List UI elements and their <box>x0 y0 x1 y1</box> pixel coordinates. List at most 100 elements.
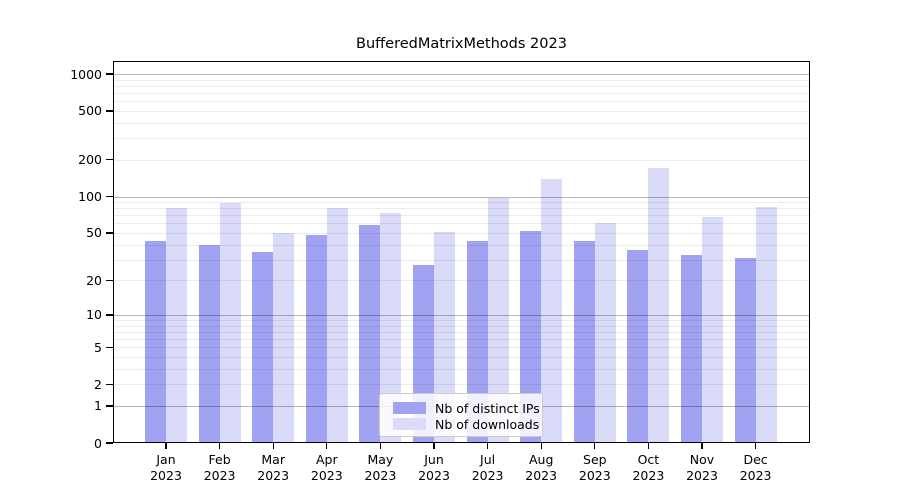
month-label: Jan <box>156 452 176 467</box>
bar-downloads-may <box>380 213 402 443</box>
bar-ips-oct <box>627 250 649 443</box>
bar-ips-mar <box>252 251 274 443</box>
bar-downloads-mar <box>273 232 295 443</box>
bar-ips-dec <box>734 257 756 443</box>
x-axis-tick <box>433 443 435 449</box>
bar-downloads-sep <box>594 223 616 443</box>
y-axis-tick <box>106 159 113 161</box>
year-label: 2023 <box>525 467 558 483</box>
month-label: May <box>367 452 394 467</box>
legend-item-distinct-ips: Nb of distinct IPs <box>393 400 542 416</box>
month-label: Mar <box>261 452 285 467</box>
year-label: 2023 <box>203 467 236 483</box>
x-axis-tick <box>326 443 328 449</box>
minor-gridline <box>114 110 809 112</box>
y-axis-tick <box>106 405 113 407</box>
year-label: 2023 <box>150 467 182 483</box>
x-axis-tick-label: Oct 2023 <box>616 452 680 483</box>
x-axis-tick <box>754 443 757 449</box>
y-axis-tick <box>106 232 113 234</box>
year-label: 2023 <box>310 467 343 483</box>
x-axis-tick <box>379 443 382 449</box>
bar-downloads-aug <box>541 179 563 443</box>
bar-ips-jul <box>466 240 488 443</box>
x-axis-tick <box>486 443 489 449</box>
chart-legend: Nb of distinct IPs Nb of downloads <box>379 393 543 437</box>
y-axis-tick <box>106 383 113 385</box>
y-axis-tick-label: 20 <box>86 272 102 288</box>
minor-gridline <box>114 101 809 103</box>
y-axis-tick-label: 5 <box>94 339 102 355</box>
bar-ips-jan <box>145 240 166 443</box>
y-axis-tick <box>106 195 113 198</box>
y-axis-tick <box>106 442 113 444</box>
x-axis-tick <box>594 443 596 449</box>
bar-downloads-jun <box>434 231 455 443</box>
x-axis-tick <box>272 443 274 449</box>
y-axis-tick-label: 200 <box>78 152 102 168</box>
month-label: Oct <box>637 452 660 467</box>
year-label: 2023 <box>471 467 504 483</box>
major-gridline <box>114 74 809 75</box>
bar-ips-aug <box>520 230 542 443</box>
y-axis-tick-label: 10 <box>86 307 102 323</box>
x-axis-tick <box>165 443 167 449</box>
x-axis-tick <box>701 443 703 449</box>
bar-downloads-oct <box>648 168 670 443</box>
year-label: 2023 <box>364 467 397 483</box>
y-axis-tick-label: 1000 <box>70 66 102 82</box>
year-label: 2023 <box>739 467 772 483</box>
legend-label-downloads: Nb of downloads <box>435 416 540 432</box>
legend-swatch-ips <box>393 402 426 414</box>
x-axis-tick <box>218 443 221 449</box>
month-label: Apr <box>315 452 338 467</box>
y-axis-tick <box>106 346 113 348</box>
bar-downloads-jul <box>487 198 509 443</box>
major-gridline <box>114 196 809 198</box>
minor-gridline <box>114 208 809 210</box>
x-axis-tick-label: May 2023 <box>348 452 412 483</box>
y-axis-tick <box>106 279 113 282</box>
y-axis-tick <box>106 110 113 112</box>
x-axis-tick-label: Dec 2023 <box>724 452 788 483</box>
y-axis-tick <box>106 314 113 316</box>
month-label: Feb <box>208 452 231 467</box>
x-axis-tick-label: Jan 2023 <box>134 452 198 483</box>
month-label: Jun <box>424 452 444 467</box>
x-axis-tick-label: Sep 2023 <box>563 452 627 483</box>
bar-downloads-nov <box>702 216 723 443</box>
minor-gridline <box>114 79 809 81</box>
minor-gridline <box>114 202 809 204</box>
legend-label-ips: Nb of distinct IPs <box>435 400 540 416</box>
minor-gridline <box>114 122 809 124</box>
month-label: Sep <box>583 452 607 467</box>
x-axis-tick <box>540 443 542 449</box>
y-axis-tick-label: 50 <box>86 225 102 241</box>
bar-downloads-jan <box>166 208 187 443</box>
month-label: Nov <box>689 452 715 467</box>
legend-swatch-downloads <box>393 418 426 430</box>
x-axis-tick-label: Apr 2023 <box>295 452 359 483</box>
x-axis-tick-label: Feb 2023 <box>188 452 252 483</box>
month-label: Aug <box>528 452 554 467</box>
x-axis-tick-label: Jun 2023 <box>402 452 466 483</box>
month-label: Jul <box>480 452 496 467</box>
bar-ips-nov <box>681 254 702 443</box>
minor-gridline <box>114 85 809 87</box>
bar-downloads-apr <box>326 208 348 443</box>
x-axis-tick-label: Nov 2023 <box>670 452 734 483</box>
chart-title: BufferedMatrixMethods 2023 <box>356 36 567 52</box>
minor-gridline <box>114 93 809 95</box>
y-axis-tick-label: 500 <box>78 103 102 119</box>
year-label: 2023 <box>418 467 450 483</box>
x-axis-tick-label: Jul 2023 <box>456 452 520 483</box>
minor-gridline <box>114 138 809 140</box>
bar-ips-feb <box>198 244 220 443</box>
x-axis-tick-label: Mar 2023 <box>241 452 305 483</box>
minor-gridline <box>114 159 809 161</box>
bar-ips-may <box>359 225 381 443</box>
month-label: Dec <box>743 452 768 467</box>
year-label: 2023 <box>257 467 290 483</box>
bar-ips-sep <box>573 240 595 443</box>
